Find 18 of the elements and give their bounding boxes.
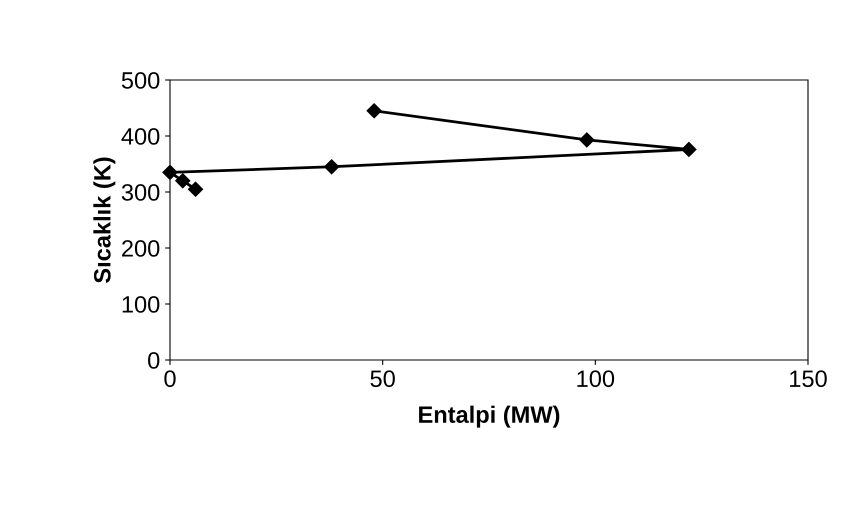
point — [366, 103, 382, 118]
y-tick-label: 100 — [122, 296, 160, 313]
y-tick-label: 0 — [148, 352, 160, 369]
y-axis-title: Sıcaklık (K) — [93, 158, 116, 283]
x-axis-title: Entalpi (MW) — [419, 406, 560, 428]
y-tick-label: 500 — [122, 72, 160, 89]
point — [175, 173, 190, 188]
y-tick-label: 300 — [122, 184, 160, 201]
x-tick-label: 50 — [370, 370, 395, 388]
y-tick-label: 400 — [121, 128, 160, 145]
point — [681, 142, 696, 158]
x-tick-label: 0 — [164, 370, 176, 388]
point — [579, 132, 594, 148]
x-tick-label: 150 — [790, 370, 827, 388]
point — [188, 182, 204, 197]
point — [324, 159, 340, 174]
x-tick-label: 100 — [577, 370, 614, 388]
y-tick-label: 200 — [122, 240, 160, 257]
